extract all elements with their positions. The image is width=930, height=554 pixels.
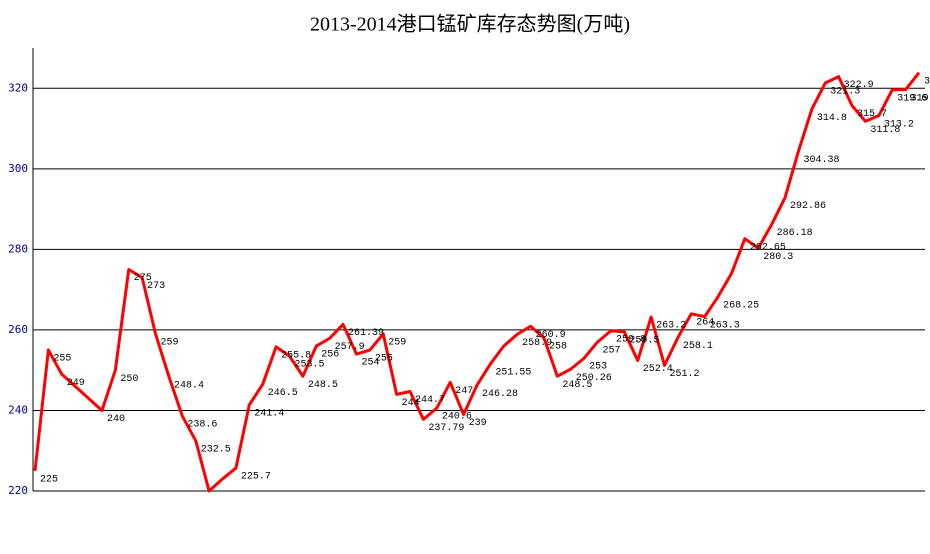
data-label: 248.5 (308, 380, 338, 391)
data-label: 238.6 (187, 420, 217, 431)
data-label: 263.2 (656, 321, 686, 332)
data-label: 258.9 (522, 338, 552, 349)
data-label: 322.9 (844, 80, 874, 91)
y-tick-label: 320 (8, 81, 28, 94)
data-label: 244.7 (415, 395, 445, 406)
data-label: 259.8 (616, 334, 646, 345)
data-label: 255.8 (281, 350, 311, 361)
data-label: 240.6 (442, 412, 472, 423)
data-label: 249 (67, 378, 85, 389)
data-label: 304.38 (803, 155, 839, 166)
data-label: 250.26 (576, 373, 612, 384)
data-label: 319.6 (897, 94, 927, 105)
y-tick-label: 280 (8, 242, 28, 255)
chart-title: 2013-2014港口锰矿库存态势图(万吨) (310, 13, 630, 36)
data-label: 286.18 (777, 228, 813, 239)
data-label: 225.7 (241, 472, 271, 483)
data-label: 315.7 (857, 109, 887, 120)
data-label: 319.66 (911, 93, 930, 104)
data-label: 241.4 (254, 408, 284, 419)
data-label: 254 (361, 358, 379, 369)
data-label: 253.5 (294, 360, 324, 371)
data-line (33, 71, 921, 493)
data-label: 264 (696, 317, 714, 328)
data-label: 244 (402, 398, 420, 409)
data-label: 257 (603, 346, 621, 357)
data-label: 260.9 (536, 330, 566, 341)
data-label: 261.39 (348, 328, 384, 339)
data-label: 246.5 (268, 388, 298, 399)
y-tick-label: 240 (8, 403, 28, 416)
data-label: 255 (53, 354, 71, 365)
data-label: 256 (321, 350, 339, 361)
data-label: 273 (147, 281, 165, 292)
data-label: 232.5 (201, 444, 231, 455)
y-tick-label: 300 (8, 162, 28, 175)
data-label: 250 (120, 374, 138, 385)
y-tick-label: 260 (8, 323, 28, 336)
y-tick-label: 220 (8, 484, 28, 497)
data-label: 237.79 (428, 423, 464, 434)
data-label: 246.28 (482, 389, 518, 400)
data-label: 257.9 (335, 342, 365, 353)
data-label: 292.86 (790, 201, 826, 212)
data-label: 248.5 (562, 380, 592, 391)
data-label: 323.87 (924, 76, 930, 87)
data-label: 258 (549, 342, 567, 353)
data-label: 251.55 (495, 368, 531, 379)
data-label: 321.3 (830, 87, 860, 98)
data-label: 253 (589, 362, 607, 373)
data-label: 314.8 (817, 113, 847, 124)
data-label: 259 (388, 338, 406, 349)
data-label: 275 (134, 273, 152, 284)
data-label: 313.2 (884, 119, 914, 130)
data-label: 263.3 (710, 320, 740, 331)
data-label: 251.2 (670, 369, 700, 380)
data-label: 311.8 (870, 125, 900, 136)
data-label: 252.4 (643, 364, 673, 375)
data-label: 282.65 (750, 242, 786, 253)
data-label: 248.4 (174, 380, 204, 391)
data-label: 239 (469, 418, 487, 429)
data-label: 259 (161, 338, 179, 349)
data-label: 247 (455, 386, 473, 397)
data-label: 258.1 (683, 341, 713, 352)
data-label: 240 (107, 414, 125, 425)
data-label: 268.25 (723, 300, 759, 311)
data-label: 225 (40, 475, 58, 486)
data-label: 280.3 (763, 252, 793, 263)
data-label: 255 (375, 354, 393, 365)
data-label: 259.5 (629, 336, 659, 347)
